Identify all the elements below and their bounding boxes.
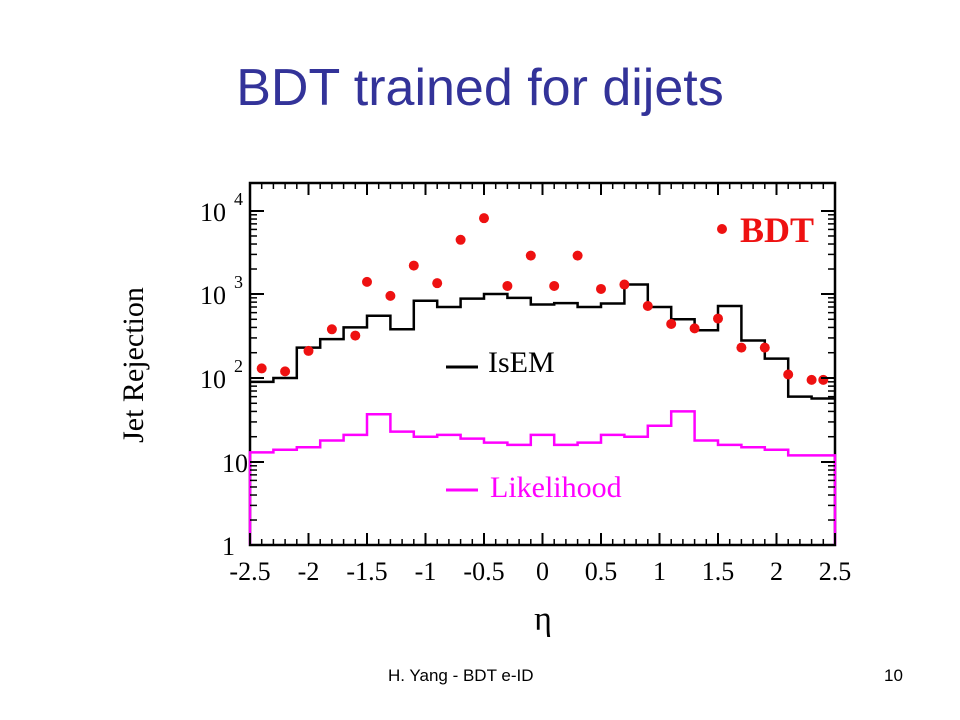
bdt-point (525, 250, 536, 261)
y-tick-label: 10 (200, 365, 226, 394)
x-tick-label: -1.5 (346, 557, 387, 586)
likelihood-series (248, 410, 837, 545)
x-tick-label: 2.5 (819, 557, 852, 586)
bdt-point (783, 369, 794, 380)
y-axis: 1 10 10 2 10 3 10 4 (200, 189, 835, 561)
bdt-point (350, 330, 361, 341)
legend-likelihood-label: Likelihood (490, 471, 622, 504)
legend-bdt-marker (717, 224, 727, 234)
bdt-point (596, 283, 606, 294)
bdt-point (759, 342, 770, 353)
y-tick-label: 10 (200, 281, 226, 310)
legend-bdt-label: BDT (740, 210, 814, 250)
x-tick-label: 2 (770, 557, 783, 586)
bdt-point (642, 300, 653, 311)
x-tick-label: 1 (653, 557, 666, 586)
bdt-point (479, 213, 489, 224)
x-tick-label: -2.5 (229, 557, 270, 586)
bdt-point (818, 374, 829, 385)
slide-title: BDT trained for dijets (236, 59, 724, 117)
x-tick-label: 0.5 (585, 557, 618, 586)
x-tick-label: 0 (536, 557, 549, 586)
bdt-series (256, 213, 829, 385)
bdt-point (713, 313, 723, 324)
y-tick-exponent: 3 (234, 272, 243, 292)
bdt-point (502, 280, 513, 291)
bdt-point (455, 234, 466, 245)
bdt-point (256, 363, 267, 374)
y-axis-label: Jet Rejection (117, 287, 150, 443)
bdt-point (432, 278, 443, 289)
footer-author: H. Yang - BDT e-ID (388, 666, 534, 685)
isem-step-line (250, 283, 835, 400)
x-tick-label: 1.5 (702, 557, 735, 586)
page-number: 10 (884, 666, 903, 685)
bdt-point (549, 280, 560, 291)
bdt-point (619, 279, 630, 290)
bdt-point (303, 345, 314, 356)
bdt-point (408, 260, 419, 271)
y-tick-label: 10 (222, 449, 248, 478)
x-tick-label: -0.5 (463, 557, 504, 586)
bdt-point (326, 324, 337, 335)
likelihood-step-line (248, 410, 837, 545)
bdt-point (806, 374, 817, 385)
x-axis-label: η (534, 601, 552, 638)
y-tick-label: 10 (200, 198, 226, 227)
bdt-point (736, 342, 747, 353)
legend: BDT IsEM Likelihood (446, 210, 814, 504)
y-tick-exponent: 2 (234, 356, 243, 376)
x-tick-label: -2 (298, 557, 320, 586)
isem-series (250, 283, 835, 400)
x-axis: -2.5 -2 -1.5 -1 -0.5 0 0.5 1 1.5 2 2.5 (229, 183, 851, 586)
bdt-point (666, 318, 677, 329)
legend-isem-label: IsEM (488, 346, 555, 379)
bdt-point (572, 250, 583, 261)
bdt-point (689, 323, 700, 334)
x-tick-label: -1 (415, 557, 437, 586)
bdt-point (362, 276, 372, 287)
bdt-point (280, 366, 291, 377)
y-tick-exponent: 4 (234, 189, 243, 209)
y-tick-label: 1 (222, 532, 235, 561)
bdt-point (385, 290, 396, 301)
